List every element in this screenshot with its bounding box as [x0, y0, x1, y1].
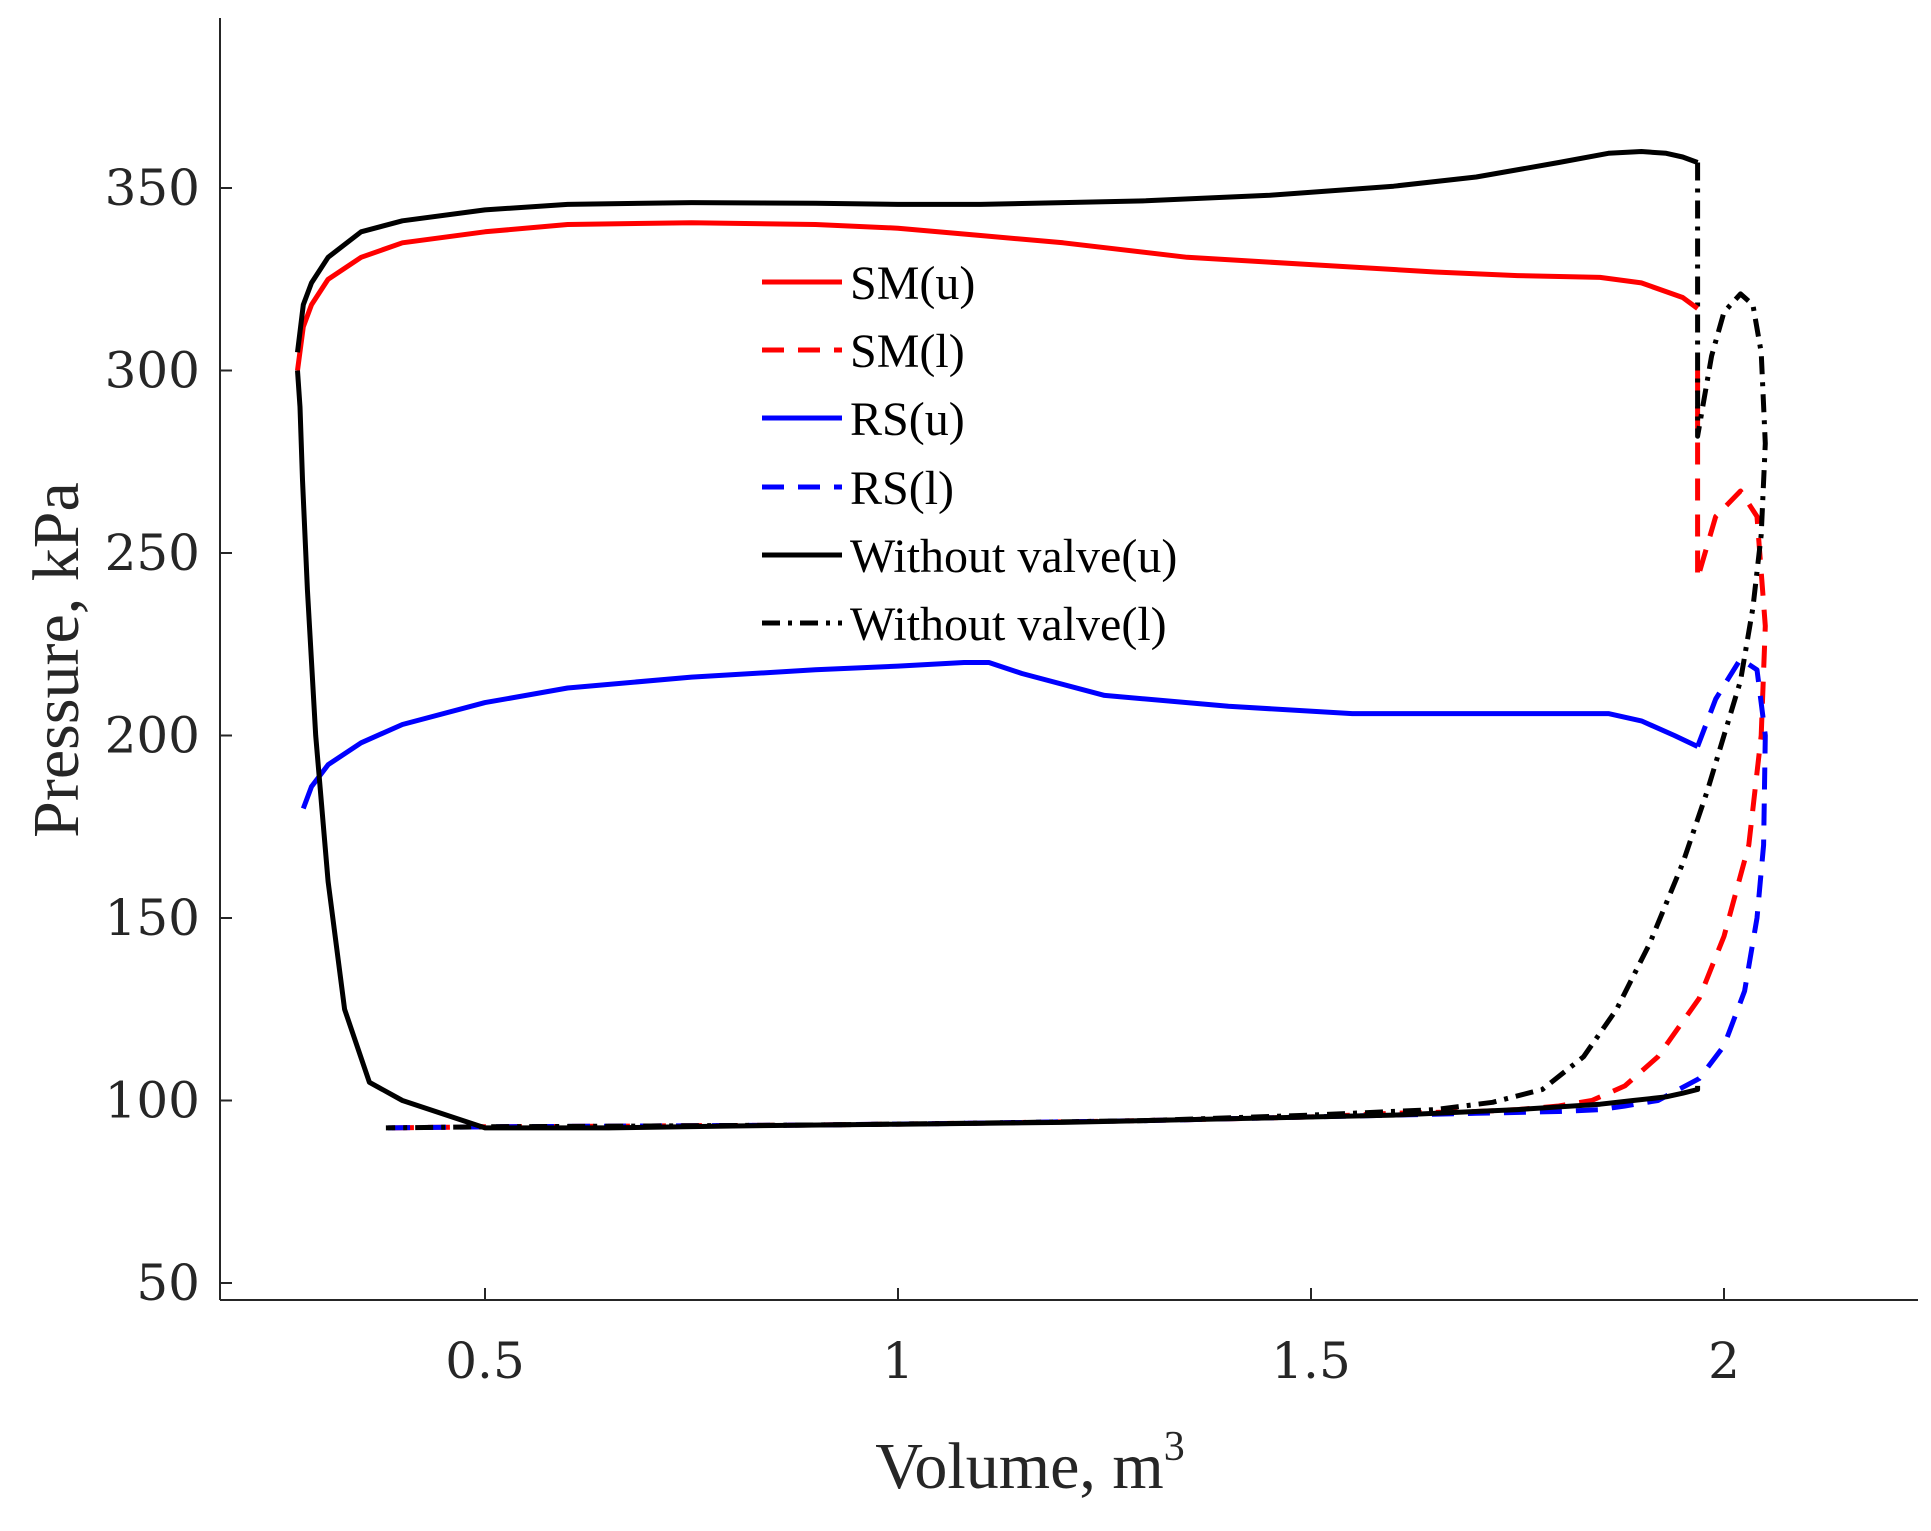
x-ticks: 0.5 1 1.5 2: [445, 1288, 1740, 1390]
y-tick-label: 150: [105, 889, 200, 947]
y-tick-label: 300: [105, 342, 200, 400]
y-tick-label: 100: [105, 1072, 200, 1130]
x-tick-label: 2: [1708, 1332, 1740, 1390]
x-axis-label-superscript: 3: [1164, 1424, 1185, 1470]
legend-label-without-valve-l: Without valve(l): [850, 598, 1167, 651]
y-axis-label: Pressure, kPa: [20, 482, 93, 838]
x-axis-label: Volume, m3: [875, 1424, 1184, 1503]
y-tick-label: 50: [136, 1254, 200, 1312]
x-tick-label: 1: [882, 1332, 914, 1390]
series-line-without-valve-upper-envelope: [295, 149, 1699, 353]
legend-label-sm-l: SM(l): [850, 325, 965, 378]
x-tick-label: 1.5: [1271, 1332, 1351, 1390]
x-tick-label: 0.5: [445, 1332, 525, 1390]
legend: SM(u) SM(l) RS(u) RS(l) Without valve(u)…: [762, 257, 1177, 651]
series-line-rs-u: [300, 660, 1699, 810]
series-line-sm-u: [295, 220, 1700, 371]
series-layer: [295, 149, 1768, 1131]
y-tick-label: 200: [105, 707, 200, 765]
legend-label-sm-u: SM(u): [850, 257, 975, 310]
y-ticks: 50 100 150 200 250 300 350: [105, 159, 232, 1312]
legend-label-rs-l: RS(l): [850, 462, 954, 515]
series-line-without-valve-u: [295, 370, 1701, 1131]
x-axis-label-text: Volume, m: [875, 1430, 1163, 1503]
y-tick-label: 250: [105, 524, 200, 582]
y-tick-label: 350: [105, 159, 200, 217]
legend-label-rs-u: RS(u): [850, 393, 965, 446]
legend-label-without-valve-u: Without valve(u): [850, 530, 1177, 583]
